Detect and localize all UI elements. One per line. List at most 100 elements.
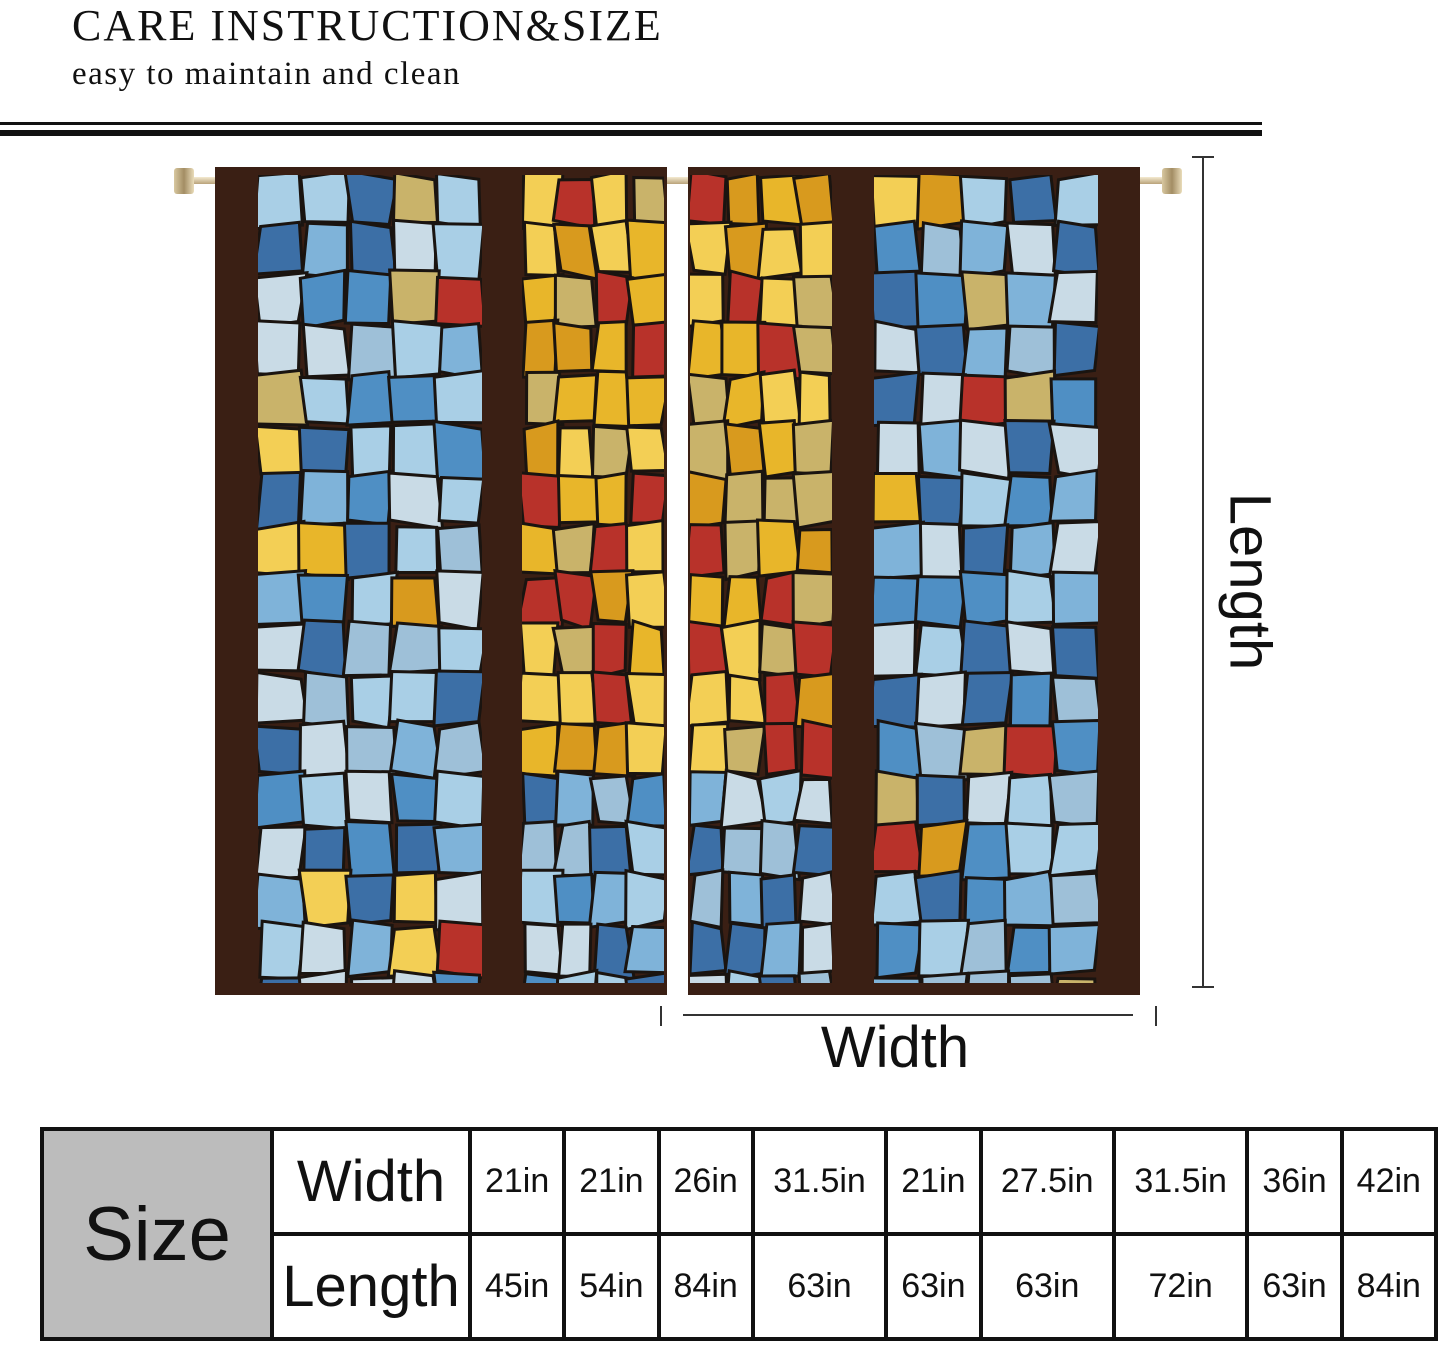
glass-pane [625, 375, 664, 428]
glass-pane [759, 920, 803, 981]
glass-pane [1004, 821, 1055, 876]
stained-glass-inner [522, 175, 664, 983]
glass-pane [259, 976, 304, 983]
glass-pane [914, 670, 967, 730]
table-cell: 72in [1111, 1232, 1250, 1341]
length-tick [1192, 156, 1214, 158]
glass-pane [557, 922, 593, 979]
table-cell: 21in [884, 1127, 983, 1236]
glass-pane [556, 968, 599, 983]
glass-pane [624, 868, 664, 932]
glass-pane [437, 475, 482, 525]
glass-pane [1053, 175, 1098, 228]
glass-pane [258, 470, 303, 532]
length-tick [1192, 986, 1214, 988]
glass-pane [1049, 871, 1098, 926]
table-cell: 21in [562, 1127, 661, 1236]
glass-pane [522, 419, 560, 480]
glass-pane [298, 468, 350, 527]
glass-pane [958, 175, 1008, 232]
glass-pane [522, 671, 564, 725]
table-cell: 31.5in [1111, 1127, 1250, 1236]
glass-pane [346, 918, 394, 979]
glass-pane [625, 425, 664, 473]
glass-pane [797, 370, 832, 428]
glass-pane [552, 320, 594, 373]
glass-pane [797, 969, 832, 983]
glass-pane [920, 971, 970, 983]
width-tick [660, 1006, 662, 1026]
glass-pane [590, 670, 634, 727]
table-cell: 36in [1245, 1127, 1344, 1236]
glass-pane [798, 220, 832, 281]
glass-pane [1005, 221, 1058, 282]
glass-pane [624, 971, 664, 983]
glass-pane [690, 920, 728, 976]
glass-pane [554, 769, 595, 827]
table-cell: 45in [467, 1232, 567, 1341]
glass-pane [795, 527, 832, 575]
glass-pane [690, 523, 726, 579]
glass-pane [301, 322, 352, 379]
glass-pane [349, 424, 393, 479]
glass-pane [434, 870, 482, 932]
glass-pane [1049, 377, 1098, 432]
glass-pane [1047, 769, 1098, 829]
glass-pane [1008, 175, 1058, 224]
curtain-panel-right [688, 167, 1140, 995]
glass-pane [552, 872, 596, 925]
width-arrow [683, 1014, 1133, 1016]
glass-pane [553, 568, 599, 632]
glass-pane [589, 569, 635, 624]
glass-pane [1051, 570, 1098, 626]
glass-pane [434, 275, 482, 328]
glass-pane [302, 670, 351, 730]
glass-pane [721, 370, 766, 431]
glass-pane [725, 269, 764, 331]
glass-pane [690, 823, 725, 876]
table-cell: 63in [1245, 1232, 1344, 1341]
glass-pane [1048, 468, 1098, 523]
glass-pane [258, 671, 310, 725]
glass-pane [914, 271, 970, 330]
glass-pane [758, 368, 803, 429]
glass-pane [1002, 724, 1060, 781]
glass-pane [592, 720, 637, 779]
glass-pane [387, 669, 439, 724]
glass-pane [551, 521, 596, 575]
glass-pane [349, 976, 398, 983]
glass-pane [791, 470, 832, 530]
glass-pane [1004, 772, 1054, 831]
length-arrow [1202, 157, 1204, 987]
glass-pane [552, 721, 599, 773]
page-subtitle: easy to maintain and clean [72, 56, 462, 92]
glass-pane [302, 825, 347, 875]
glass-pane [690, 175, 728, 227]
glass-pane [1052, 320, 1098, 378]
glass-pane [958, 918, 1008, 978]
rod-finial-right [1162, 168, 1182, 194]
glass-pane [258, 319, 302, 378]
glass-pane [791, 824, 832, 878]
table-cell: 27.5in [978, 1127, 1116, 1236]
glass-pane [792, 777, 832, 826]
glass-pane [556, 426, 595, 481]
glass-pane [435, 569, 482, 632]
glass-pane [919, 221, 966, 279]
glass-pane [959, 619, 1014, 679]
glass-pane [390, 319, 445, 380]
glass-pane [344, 820, 397, 879]
glass-pane [874, 620, 918, 678]
table-cell: 21in [467, 1127, 567, 1236]
glass-pane [298, 920, 347, 976]
table-cell: 84in [1339, 1232, 1439, 1341]
glass-pane [299, 175, 351, 224]
glass-pane [961, 523, 1010, 581]
glass-pane [552, 373, 599, 424]
glass-pane [342, 521, 391, 580]
glass-pane [433, 769, 482, 831]
glass-pane [556, 671, 600, 726]
glass-pane [432, 669, 482, 728]
glass-pane [960, 821, 1011, 882]
glass-pane [1007, 972, 1054, 983]
